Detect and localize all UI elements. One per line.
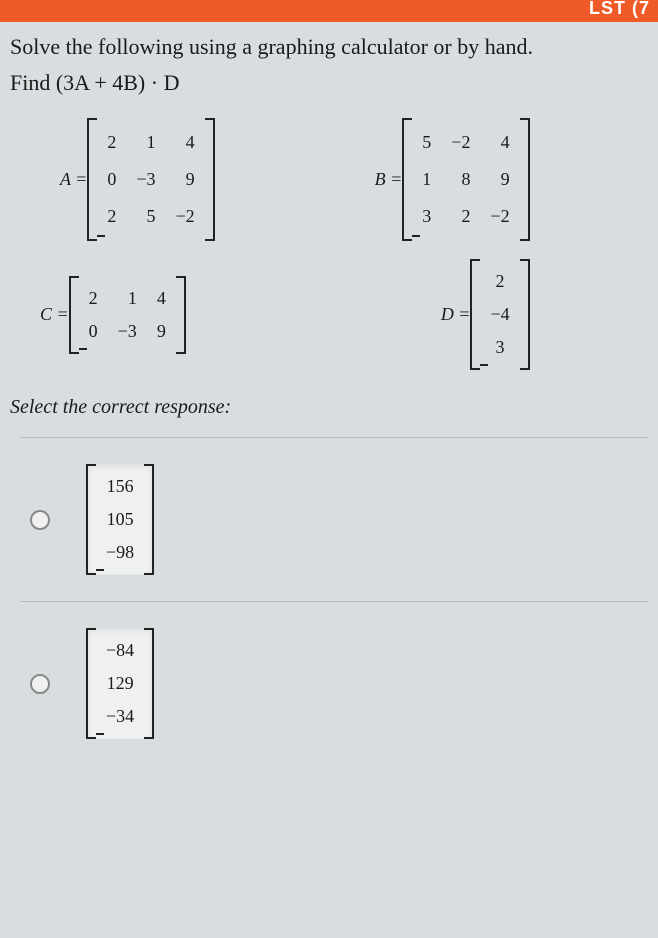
- prompt-line-1: Solve the following using a graphing cal…: [10, 34, 648, 60]
- header-bar: LST (7: [0, 0, 658, 22]
- cell: 129: [96, 667, 144, 700]
- cell: 9: [165, 161, 204, 198]
- cell: 4: [480, 124, 519, 161]
- radio-icon[interactable]: [30, 510, 50, 530]
- matrix-C-label: C =: [40, 304, 69, 325]
- radio-icon[interactable]: [30, 674, 50, 694]
- content-area: Solve the following using a graphing cal…: [10, 34, 648, 765]
- cell: 8: [441, 161, 480, 198]
- cell: 1: [108, 282, 147, 315]
- cell: −2: [165, 198, 204, 235]
- cell: 2: [480, 265, 519, 298]
- cell: 4: [147, 282, 176, 315]
- header-fragment: LST (7: [589, 0, 650, 19]
- matrix-row-2: C = 214 0−39 D = 2 −4 3: [10, 259, 648, 370]
- cell: −4: [480, 298, 519, 331]
- options-list: 156 105 −98 −84 129 −34: [20, 437, 648, 765]
- cell: −84: [96, 634, 144, 667]
- matrix-A-body: 214 0−39 25−2: [87, 118, 214, 241]
- matrix-D: D = 2 −4 3: [441, 259, 530, 370]
- cell: 9: [480, 161, 519, 198]
- matrix-B-label: B =: [375, 169, 403, 190]
- select-label: Select the correct response:: [10, 396, 648, 419]
- cell: 156: [96, 470, 144, 503]
- option-1-matrix: 156 105 −98: [86, 464, 154, 575]
- cell: 105: [96, 503, 144, 536]
- matrix-C: C = 214 0−39: [40, 259, 186, 370]
- cell: 2: [97, 198, 126, 235]
- cell: −2: [441, 124, 480, 161]
- cell: 5: [126, 198, 165, 235]
- matrix-D-body: 2 −4 3: [470, 259, 529, 370]
- cell: 3: [412, 198, 441, 235]
- matrix-C-body: 214 0−39: [69, 276, 186, 354]
- matrix-row-1: A = 214 0−39 25−2 B = 5−24 189 32−2: [10, 118, 648, 241]
- cell: 5: [412, 124, 441, 161]
- option-2[interactable]: −84 129 −34: [20, 601, 648, 765]
- cell: −3: [108, 315, 147, 348]
- matrix-A: A = 214 0−39 25−2: [60, 118, 215, 241]
- prompt-line-2: Find (3A + 4B) · D: [10, 70, 648, 96]
- cell: −98: [96, 536, 144, 569]
- cell: 9: [147, 315, 176, 348]
- cell: 0: [97, 161, 126, 198]
- cell: −2: [480, 198, 519, 235]
- cell: 2: [441, 198, 480, 235]
- cell: −3: [126, 161, 165, 198]
- cell: 2: [79, 282, 108, 315]
- cell: −34: [96, 700, 144, 733]
- option-2-matrix: −84 129 −34: [86, 628, 154, 739]
- cell: 3: [480, 331, 519, 364]
- matrix-B: B = 5−24 189 32−2: [375, 118, 530, 241]
- matrix-A-label: A =: [60, 169, 87, 190]
- cell: 2: [97, 124, 126, 161]
- matrix-D-label: D =: [441, 304, 471, 325]
- cell: 1: [126, 124, 165, 161]
- cell: 0: [79, 315, 108, 348]
- cell: 1: [412, 161, 441, 198]
- option-1[interactable]: 156 105 −98: [20, 437, 648, 601]
- cell: 4: [165, 124, 204, 161]
- matrix-B-body: 5−24 189 32−2: [402, 118, 529, 241]
